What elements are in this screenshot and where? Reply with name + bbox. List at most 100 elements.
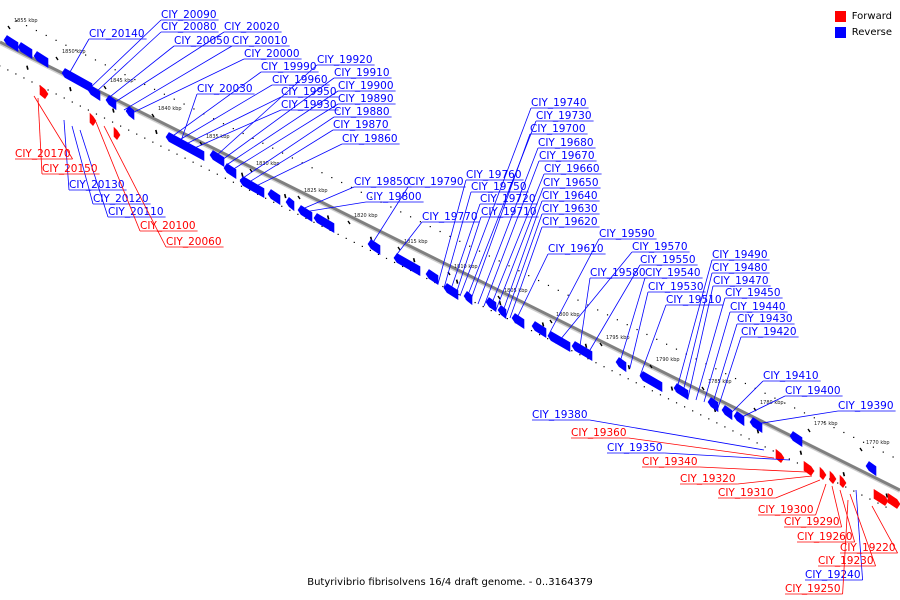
label-connector bbox=[63, 119, 70, 191]
reverse-gene-glyph bbox=[165, 132, 205, 162]
lower-guide-dot bbox=[385, 257, 388, 260]
label-connector bbox=[559, 251, 633, 341]
ruler-label: 1830 kbp bbox=[256, 161, 280, 167]
lower-guide-dot bbox=[547, 338, 549, 340]
upper-guide-dot bbox=[153, 88, 156, 90]
upper-guide-dot bbox=[124, 74, 126, 76]
upper-guide-dot bbox=[725, 373, 727, 375]
upper-guide-dot bbox=[222, 123, 225, 125]
upper-guide-dot bbox=[646, 333, 648, 336]
label-connector bbox=[175, 84, 273, 143]
reverse-gene-glyph bbox=[313, 213, 335, 234]
lower-guide-dot bbox=[23, 77, 25, 79]
label-connector bbox=[687, 285, 714, 399]
lower-guide-dot bbox=[603, 366, 605, 368]
label-connector bbox=[459, 107, 532, 297]
label-connector bbox=[443, 191, 472, 289]
upper-guide-dot bbox=[409, 216, 412, 218]
gene-label: CIY_19540 bbox=[645, 267, 701, 279]
lower-guide-dot bbox=[313, 221, 315, 223]
gene-label: CIY_19450 bbox=[725, 287, 781, 299]
gene-label: CIY_19360 bbox=[571, 427, 627, 439]
lower-guide-dot bbox=[788, 458, 790, 460]
lower-guide-dot bbox=[200, 165, 202, 167]
lower-guide-dot bbox=[248, 189, 251, 191]
gene-label: CIY_19920 bbox=[317, 54, 373, 66]
lower-guide-dot bbox=[71, 101, 73, 103]
reverse-gene-glyph bbox=[531, 321, 547, 339]
gene-label: CIY_19680 bbox=[538, 137, 594, 149]
label-connector bbox=[489, 173, 545, 309]
lower-guide-dot bbox=[111, 121, 114, 123]
reverse-gene-glyph bbox=[443, 283, 459, 301]
label-connector bbox=[739, 395, 786, 419]
lower-guide-dot bbox=[224, 177, 226, 179]
lower-guide-dot bbox=[772, 450, 774, 452]
lower-guide-dot bbox=[530, 330, 533, 332]
lower-guide-dot bbox=[55, 93, 57, 95]
label-connector bbox=[71, 125, 94, 205]
ruler-tick bbox=[347, 220, 351, 225]
lower-guide-dot bbox=[402, 265, 404, 268]
upper-guide-dot bbox=[301, 162, 303, 164]
ruler-tick bbox=[549, 319, 553, 324]
forward-gene-glyph bbox=[775, 448, 785, 463]
gene-label: CIY_20020 bbox=[224, 21, 280, 33]
lower-guide-dot bbox=[845, 486, 847, 488]
gene-label: CIY_19250 bbox=[785, 583, 841, 595]
lower-guide-dot bbox=[506, 317, 508, 320]
lower-guide-dot bbox=[716, 422, 718, 424]
gene-label: CIY_19260 bbox=[797, 531, 853, 543]
upper-guide-dot bbox=[291, 157, 294, 159]
lower-tick-mark bbox=[799, 450, 803, 455]
gene-label: CIY_19570 bbox=[632, 241, 688, 253]
upper-guide-dot bbox=[744, 382, 746, 385]
gene-label: CIY_19760 bbox=[466, 169, 522, 181]
upper-guide-dot bbox=[764, 392, 766, 394]
reverse-gene-glyph bbox=[789, 431, 803, 448]
gene-label: CIY_19440 bbox=[730, 301, 786, 313]
upper-guide-dot bbox=[232, 127, 234, 130]
upper-guide-dot bbox=[242, 132, 244, 135]
upper-guide-dot bbox=[341, 181, 343, 184]
gene-label: CIY_19660 bbox=[544, 163, 600, 175]
lower-guide-dot bbox=[619, 374, 621, 376]
upper-guide-dot bbox=[360, 191, 362, 193]
upper-guide-dot bbox=[675, 348, 678, 350]
upper-guide-dot bbox=[695, 358, 697, 360]
upper-guide-dot bbox=[833, 426, 835, 429]
lower-guide-dot bbox=[595, 362, 597, 364]
upper-guide-dot bbox=[715, 368, 717, 370]
reverse-gene-glyph bbox=[571, 341, 593, 362]
ruler-tick bbox=[55, 56, 59, 61]
lower-tick-mark bbox=[498, 300, 502, 306]
label-connector bbox=[547, 238, 600, 337]
lower-guide-dot bbox=[837, 482, 839, 484]
lower-guide-dot bbox=[337, 233, 339, 235]
lower-guide-dot bbox=[667, 398, 670, 400]
lower-guide-dot bbox=[684, 406, 686, 408]
upper-guide-dot bbox=[528, 275, 530, 277]
upper-guide-dot bbox=[331, 176, 333, 179]
reverse-gene-glyph bbox=[639, 371, 663, 393]
upper-guide-dot bbox=[25, 25, 28, 27]
lower-guide-dot bbox=[498, 313, 500, 316]
lower-guide-dot bbox=[345, 237, 347, 239]
ruler-label: 1775 kbp bbox=[814, 421, 838, 427]
ruler-label: 1835 kbp bbox=[206, 134, 230, 140]
forward-gene-glyph bbox=[887, 492, 900, 509]
upper-guide-dot bbox=[557, 289, 559, 291]
upper-guide-dot bbox=[616, 319, 618, 321]
upper-guide-dot bbox=[35, 29, 37, 32]
ruler-label: 1795 kbp bbox=[606, 335, 630, 341]
gene-label: CIY_19240 bbox=[805, 569, 861, 581]
gene-label: CIY_19710 bbox=[481, 206, 537, 218]
upper-guide-dot bbox=[104, 64, 106, 66]
ruler-label: 1850 kbp bbox=[62, 49, 86, 55]
upper-guide-dot bbox=[45, 34, 47, 37]
lower-guide-dot bbox=[256, 193, 259, 195]
lower-guide-dot bbox=[692, 410, 694, 412]
lower-guide-dot bbox=[144, 137, 146, 139]
ruler-label: 1825 kbp bbox=[304, 188, 328, 194]
lower-guide-dot bbox=[232, 181, 235, 183]
